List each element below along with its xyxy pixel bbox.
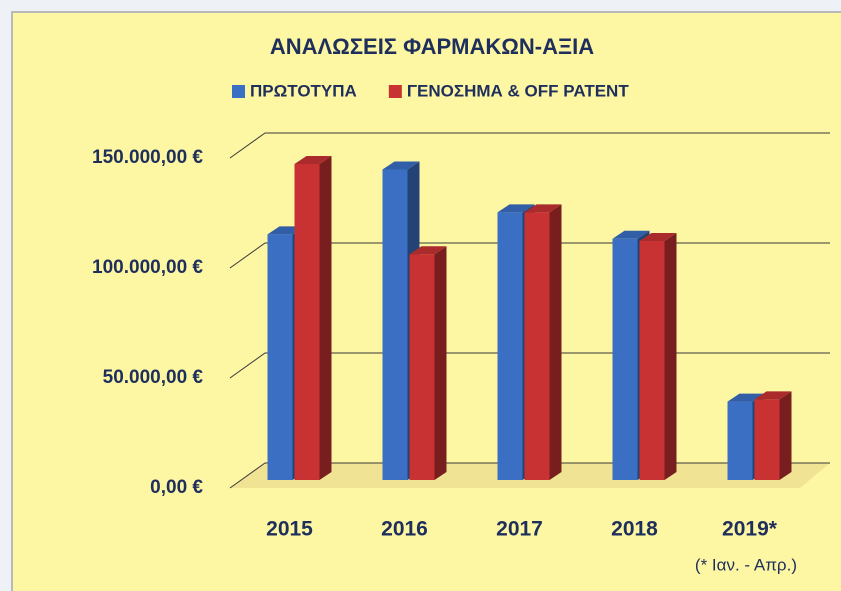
bar-top bbox=[524, 204, 562, 213]
grid-line bbox=[229, 132, 830, 159]
bar-side bbox=[319, 156, 332, 480]
legend-label: ΓΕΝΟΣΗΜΑ & OFF PATENT bbox=[407, 81, 630, 100]
bar bbox=[409, 246, 447, 480]
x-tick-label: 2018 bbox=[611, 518, 658, 541]
bar-side bbox=[549, 204, 562, 480]
y-tick-label: 150.000,00 € bbox=[92, 147, 203, 168]
bar-top bbox=[409, 246, 447, 255]
bar-side bbox=[779, 391, 792, 480]
x-tick-label: 2019* bbox=[722, 518, 778, 541]
bar-front bbox=[409, 254, 435, 480]
bar-top bbox=[382, 161, 420, 170]
bar-front bbox=[497, 212, 523, 480]
bar-side bbox=[664, 233, 677, 480]
bar-front bbox=[294, 164, 320, 480]
bar-front bbox=[612, 238, 638, 480]
bar-front bbox=[524, 212, 550, 480]
bar-top bbox=[754, 391, 792, 400]
bar-front bbox=[267, 234, 293, 480]
x-tick-label: 2016 bbox=[381, 518, 428, 541]
bar-side bbox=[434, 246, 447, 480]
y-tick-label: 50.000,00 € bbox=[103, 367, 204, 388]
legend-swatch bbox=[232, 85, 245, 98]
bar bbox=[754, 391, 792, 480]
y-tick-label: 0,00 € bbox=[150, 477, 203, 498]
bar-top bbox=[639, 233, 677, 241]
legend-label: ΠΡΩΤΟΤΥΠΑ bbox=[250, 81, 357, 100]
bar-front bbox=[727, 401, 753, 480]
y-tick-label: 100.000,00 € bbox=[92, 257, 203, 278]
bar-top bbox=[612, 230, 650, 239]
bar-top bbox=[294, 156, 332, 164]
bar-front bbox=[754, 399, 780, 480]
bar bbox=[639, 233, 677, 480]
bar-front bbox=[639, 241, 665, 480]
bar bbox=[294, 156, 332, 480]
legend-swatch bbox=[388, 85, 402, 98]
bar bbox=[524, 204, 562, 480]
bar-top bbox=[497, 204, 535, 213]
annotation: (* Ιαν. - Απρ.) bbox=[695, 555, 797, 574]
chart-title: ΑΝΑΛΩΣΕΙΣ ΦΑΡΜΑΚΩΝ-ΑΞΙΑ bbox=[270, 34, 594, 59]
x-tick-label: 2015 bbox=[266, 518, 313, 541]
x-tick-label: 2017 bbox=[496, 518, 543, 541]
bar-front bbox=[382, 169, 408, 480]
